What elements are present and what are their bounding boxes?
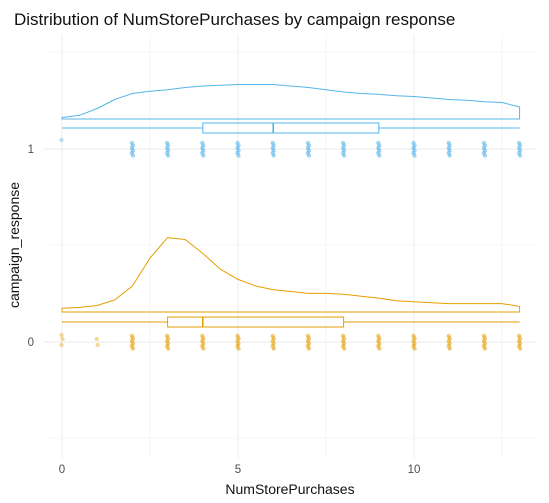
data-point-0 (95, 342, 100, 348)
data-point-0 (271, 346, 276, 351)
y-tick-labels: 01 (28, 144, 34, 349)
density-curve-1 (61, 84, 521, 120)
y-axis-title: campaign_response (6, 182, 22, 308)
data-point-1 (59, 137, 64, 143)
data-point-1 (306, 153, 312, 158)
data-point-0 (306, 346, 312, 351)
data-point-1 (517, 153, 523, 158)
data-point-0 (447, 346, 452, 351)
data-point-0 (60, 336, 65, 342)
data-point-0 (130, 346, 136, 351)
data-point-0 (517, 346, 523, 351)
data-point-0 (94, 336, 99, 342)
y-tick-label: 1 (28, 144, 34, 156)
data-point-1 (271, 153, 276, 158)
x-tick-label: 0 (59, 464, 65, 476)
chart-title: Distribution of NumStorePurchases by cam… (14, 10, 455, 29)
data-point-1 (201, 153, 206, 158)
data-point-0 (377, 346, 382, 351)
x-tick-label: 5 (235, 464, 241, 476)
data-point-0 (165, 346, 171, 351)
data-point-0 (201, 346, 206, 351)
y-tick-label: 0 (28, 337, 34, 349)
data-point-1 (341, 153, 347, 158)
grid (44, 35, 537, 458)
data-point-1 (377, 153, 382, 158)
data-point-0 (236, 346, 241, 351)
data-point-1 (447, 153, 452, 158)
data-point-0 (482, 346, 488, 351)
data-point-1 (130, 153, 136, 158)
x-axis-title: NumStorePurchases (225, 481, 354, 497)
data-point-0 (59, 342, 64, 348)
series-0 (59, 237, 523, 351)
data-point-1 (482, 153, 488, 158)
box-1 (202, 122, 380, 134)
box-0 (167, 316, 345, 328)
data-point-0 (341, 346, 347, 351)
series-1 (59, 84, 523, 158)
data-point-0 (59, 332, 64, 338)
data-point-1 (236, 153, 241, 158)
plot-marks (59, 84, 523, 351)
data-point-1 (165, 153, 171, 158)
x-tick-labels: 0 5 10 (59, 464, 421, 476)
density-curve-0 (61, 237, 521, 313)
x-tick-label: 10 (408, 464, 421, 476)
data-point-0 (412, 346, 417, 351)
data-point-1 (412, 153, 417, 158)
